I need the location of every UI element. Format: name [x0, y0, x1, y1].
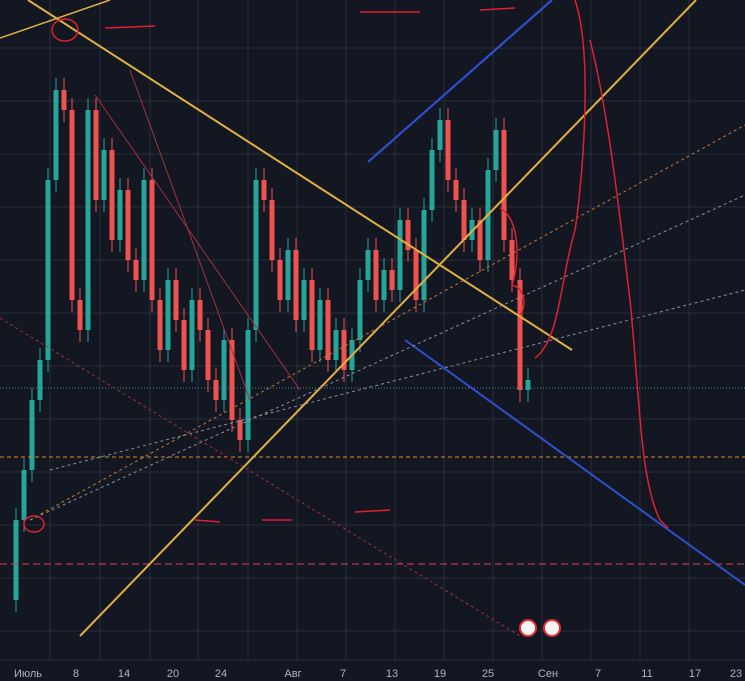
- x-tick-label: 14: [118, 668, 130, 680]
- candle-body: [405, 220, 411, 250]
- marker-circle: [51, 18, 79, 42]
- thin-line: [94, 94, 301, 391]
- candle-body: [237, 420, 243, 440]
- candle-body: [333, 330, 339, 360]
- x-tick-label: 23: [730, 668, 742, 680]
- candle-body: [13, 520, 19, 600]
- candle-body: [437, 120, 443, 150]
- candle-body: [173, 280, 179, 320]
- candle-body: [101, 150, 107, 200]
- x-tick-label: 20: [167, 668, 179, 680]
- candle-body: [413, 250, 419, 300]
- event-icons: [519, 619, 561, 637]
- candle-body: [381, 270, 387, 300]
- dashed-line: [29, 124, 745, 521]
- candle-body: [149, 180, 155, 300]
- candle-body: [277, 260, 283, 300]
- x-tick-label: 25: [482, 668, 494, 680]
- freehand: [499, 207, 525, 316]
- candle-body: [77, 300, 83, 330]
- candle-body: [29, 400, 35, 470]
- candle-body: [341, 330, 347, 370]
- candle-body: [477, 220, 483, 260]
- freehand: [534, 0, 669, 529]
- trend-line: [0, 0, 111, 39]
- x-tick-label: 24: [215, 668, 227, 680]
- candle-body: [69, 110, 75, 300]
- x-tick-label: 11: [641, 668, 652, 680]
- candle-body: [357, 280, 363, 340]
- x-tick-label: 19: [434, 668, 446, 680]
- candle-body: [157, 300, 163, 350]
- candle-body: [189, 300, 195, 370]
- thin-line: [129, 69, 251, 401]
- candle-body: [133, 260, 139, 280]
- x-tick-label: Авг: [284, 668, 301, 680]
- candle-body: [165, 280, 171, 350]
- x-tick-label: 17: [689, 668, 701, 680]
- channel-line: [367, 0, 553, 163]
- freehand: [104, 7, 516, 523]
- candle-body: [93, 110, 99, 200]
- candle-body: [445, 120, 451, 180]
- candle-body: [293, 250, 299, 320]
- x-tick-label: 7: [340, 668, 346, 680]
- candle-body: [109, 150, 115, 240]
- channel-line: [404, 339, 745, 586]
- candle-body: [397, 220, 403, 290]
- candle-body: [309, 280, 315, 350]
- candle-body: [525, 380, 531, 390]
- x-tick-label: 13: [386, 668, 398, 680]
- x-tick-label: Июль: [14, 668, 42, 680]
- candle-body: [269, 200, 275, 260]
- candle-body: [285, 250, 291, 300]
- candle-body: [461, 200, 467, 240]
- candle-body: [197, 300, 203, 330]
- candle-body: [389, 270, 395, 290]
- drawings: [0, 0, 745, 637]
- x-tick-label: Сен: [538, 668, 558, 680]
- dashed-line: [29, 194, 745, 521]
- candle-body: [517, 280, 523, 390]
- candle-body: [325, 300, 331, 360]
- candle-body: [141, 180, 147, 280]
- candle-body: [221, 340, 227, 400]
- time-axis: [0, 660, 745, 681]
- candle-body: [213, 380, 219, 400]
- dashed-line: [49, 289, 745, 471]
- candle-body: [181, 320, 187, 370]
- trend-line: [79, 0, 697, 637]
- event-icon: [543, 619, 561, 637]
- candle-body: [253, 180, 259, 330]
- candle-body: [45, 180, 51, 360]
- marker-circle: [23, 515, 45, 533]
- x-axis: Июль 8 14 20 24 Авг 7 13 19 25 Сен 7 11 17 23: [14, 668, 742, 680]
- trend-line: [27, 0, 573, 351]
- candle-body: [245, 330, 251, 440]
- candle-body: [317, 300, 323, 350]
- candle-body: [509, 240, 515, 280]
- candle-body: [501, 130, 507, 240]
- candle-body: [37, 360, 43, 400]
- event-icon: [519, 619, 537, 637]
- candle-body: [61, 90, 67, 110]
- x-tick-label: 8: [73, 668, 79, 680]
- candle-body: [205, 330, 211, 380]
- candle-body: [125, 190, 131, 260]
- candle-body: [373, 250, 379, 300]
- candle-body: [301, 280, 307, 320]
- candle-body: [85, 110, 91, 330]
- candle-body: [261, 180, 267, 200]
- candle-body: [493, 130, 499, 170]
- candle-body: [117, 190, 123, 240]
- candle-body: [365, 250, 371, 280]
- candle-body: [453, 180, 459, 200]
- candle-body: [429, 150, 435, 210]
- x-tick-label: 7: [595, 668, 601, 680]
- candle-body: [21, 470, 27, 520]
- candle-body: [53, 90, 59, 180]
- candle-body: [229, 340, 235, 420]
